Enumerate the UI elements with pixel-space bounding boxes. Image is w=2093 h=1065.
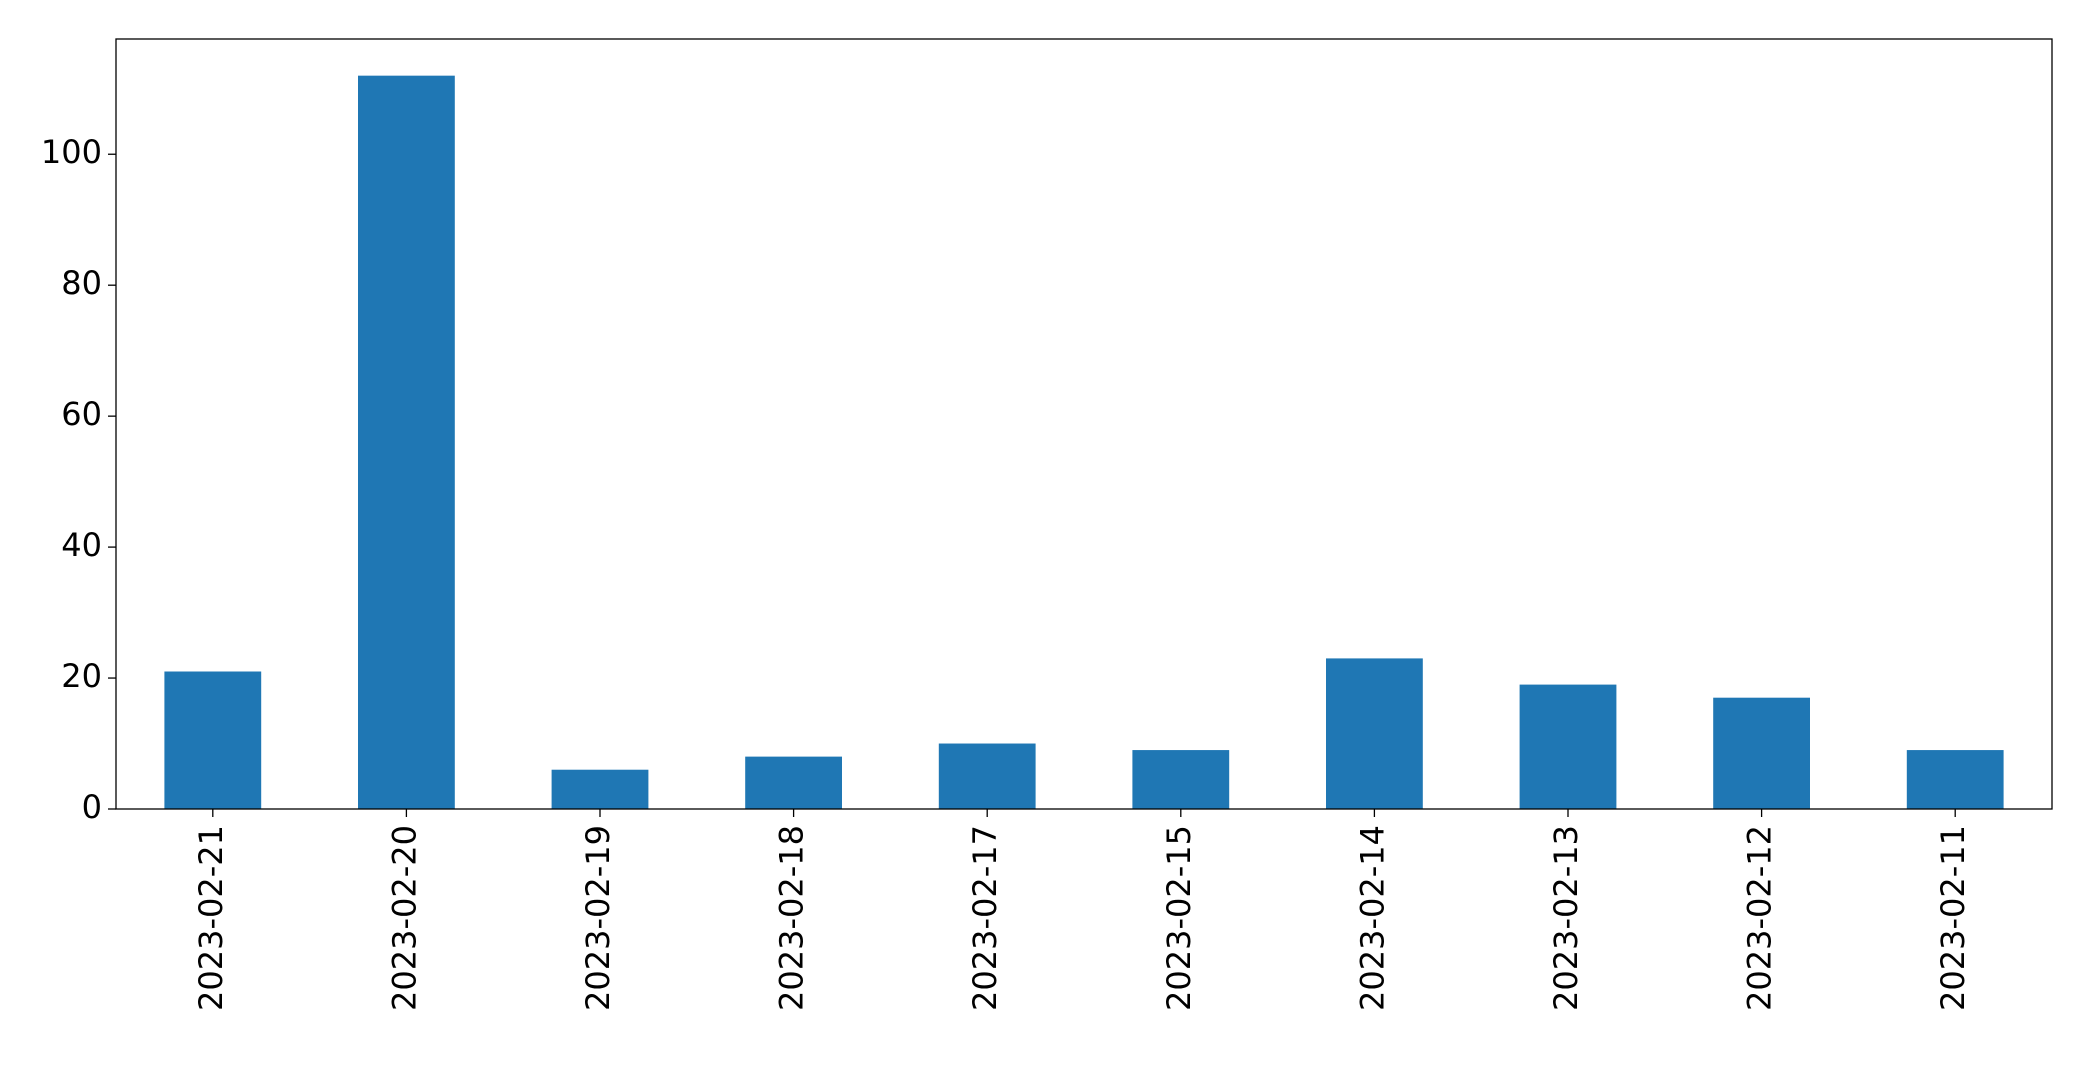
bar bbox=[1132, 750, 1230, 809]
y-tick-label: 60 bbox=[61, 395, 102, 433]
bar bbox=[1326, 658, 1423, 809]
bar bbox=[358, 75, 455, 809]
bar bbox=[745, 756, 842, 809]
y-tick-label: 40 bbox=[61, 526, 102, 564]
x-tick-label: 2023-02-12 bbox=[1741, 825, 1779, 1011]
x-tick-label: 2023-02-15 bbox=[1160, 825, 1198, 1011]
bar bbox=[938, 743, 1036, 809]
y-tick-label: 0 bbox=[82, 788, 102, 826]
bar bbox=[1906, 750, 2004, 809]
x-tick-label: 2023-02-14 bbox=[1353, 825, 1391, 1011]
x-tick-label: 2023-02-21 bbox=[192, 825, 230, 1011]
y-tick-label: 80 bbox=[61, 264, 102, 302]
bar bbox=[1713, 697, 1810, 809]
bar bbox=[551, 769, 649, 809]
x-tick-label: 2023-02-11 bbox=[1934, 825, 1972, 1011]
bar bbox=[164, 671, 262, 809]
x-tick-label: 2023-02-17 bbox=[966, 825, 1004, 1011]
plot-frame bbox=[115, 38, 2053, 810]
x-tick-label: 2023-02-19 bbox=[579, 825, 617, 1011]
y-tick-label: 20 bbox=[61, 657, 102, 695]
x-tick-label: 2023-02-20 bbox=[385, 825, 423, 1011]
bar bbox=[1519, 684, 1617, 809]
x-tick-label: 2023-02-18 bbox=[773, 825, 811, 1011]
x-tick-label: 2023-02-13 bbox=[1547, 825, 1585, 1011]
y-tick-label: 100 bbox=[41, 133, 102, 171]
